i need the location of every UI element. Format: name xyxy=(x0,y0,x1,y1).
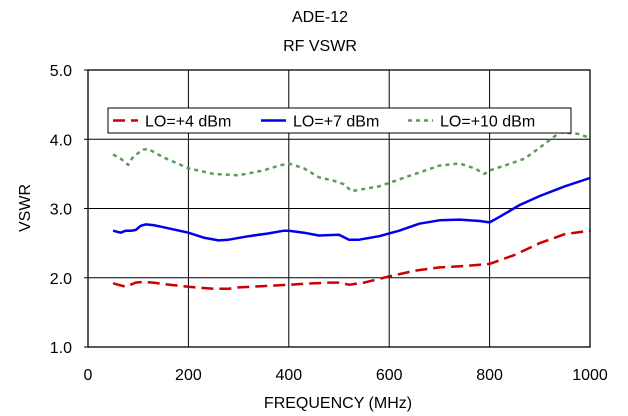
y-tick-label: 1.0 xyxy=(50,340,72,357)
series-line xyxy=(112,176,591,242)
legend-box xyxy=(107,107,572,134)
chart-title: ADE-12 xyxy=(292,9,348,26)
legend-label: LO=+4 dBm xyxy=(145,114,231,131)
x-tick-label: 600 xyxy=(376,367,403,384)
y-tick-label: 4.0 xyxy=(50,132,72,149)
x-tick-label: 800 xyxy=(476,367,503,384)
series-lines xyxy=(112,131,591,291)
series-line xyxy=(112,229,591,291)
legend: LO=+4 dBm LO=+7 dBm LO=+10 dBm xyxy=(107,107,572,134)
axis-ticks: 0 200 400 600 800 1000 1.0 2.0 3.0 4.0 5.0 xyxy=(50,63,608,384)
x-axis-label: FREQUENCY (MHz) xyxy=(264,395,412,412)
x-tick-label: 1000 xyxy=(572,367,608,384)
y-tick-label: 3.0 xyxy=(50,202,72,219)
legend-label: LO=+10 dBm xyxy=(440,114,535,131)
legend-label: LO=+7 dBm xyxy=(293,114,379,131)
y-tick-label: 2.0 xyxy=(50,271,72,288)
x-tick-label: 0 xyxy=(84,367,93,384)
chart-subtitle: RF VSWR xyxy=(283,38,357,55)
y-tick-label: 5.0 xyxy=(50,63,72,80)
series-line xyxy=(112,131,591,193)
x-tick-label: 400 xyxy=(275,367,302,384)
x-tick-label: 200 xyxy=(175,367,202,384)
y-axis-label: VSWR xyxy=(17,184,34,232)
